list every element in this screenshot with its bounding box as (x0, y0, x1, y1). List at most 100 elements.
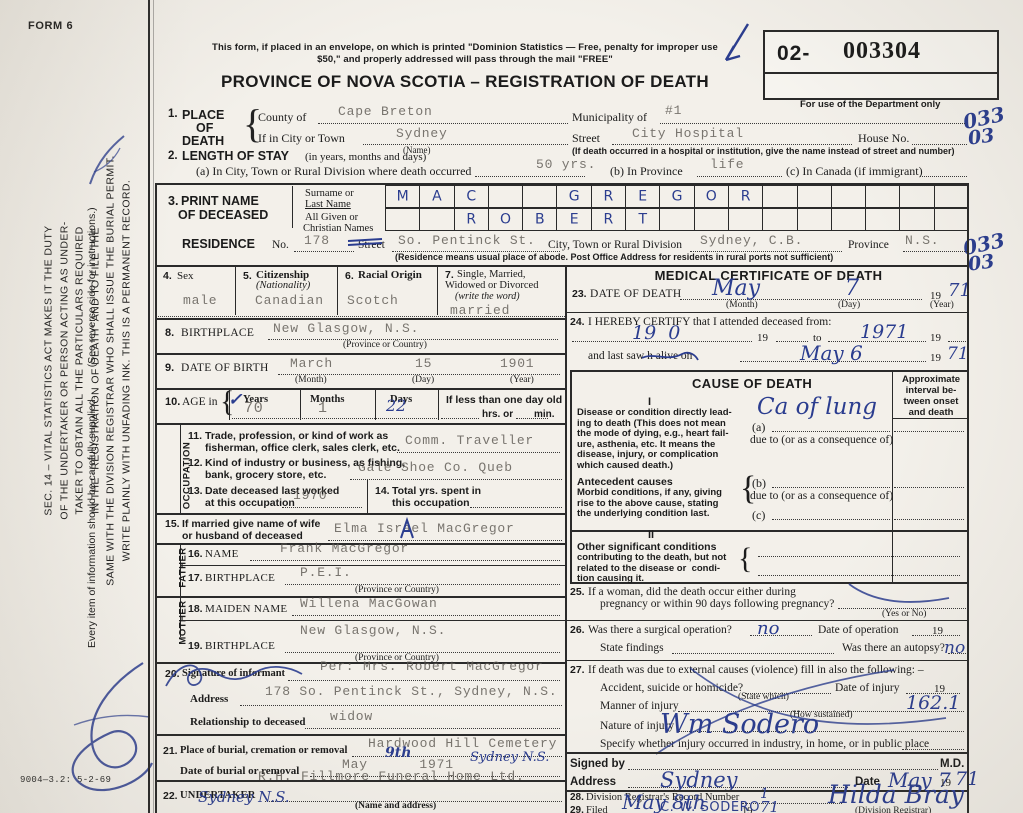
given-name-cell-14[interactable] (866, 209, 901, 230)
given-name-cell-2[interactable]: R (455, 209, 489, 230)
surname-cell-9[interactable]: O (695, 186, 729, 207)
section25-label-2: pregnancy or within 90 days following pr… (600, 598, 835, 610)
section23-year-prefix: 19 (930, 290, 941, 302)
given-name-cell-11[interactable] (763, 209, 798, 230)
given-name-cell-15[interactable] (900, 209, 935, 230)
given-label-2: Christian Names (303, 223, 374, 234)
section18-label: MAIDEN NAME (205, 603, 288, 615)
strikethrough-mark (347, 238, 383, 246)
section12-value: Gale Shoe Co. Queb (358, 460, 513, 475)
section20-address-value: 178 So. Pentinck St., Sydney, N.S. (265, 684, 558, 699)
surname-cell-16[interactable] (935, 186, 968, 207)
surname-cell-10[interactable]: R (729, 186, 764, 207)
section28-label: Division Registrar's Record Number (586, 792, 740, 803)
given-name-cell-8[interactable] (660, 209, 695, 230)
section2c-label: (c) In Canada (if immigrant) (786, 164, 923, 178)
section20-number: 20. (165, 668, 180, 680)
residence-street-value: So. Pentinck St. (398, 233, 536, 248)
surname-char: A (432, 188, 442, 205)
surname-cell-6[interactable]: R (592, 186, 627, 207)
surname-cell-5[interactable]: G (557, 186, 592, 207)
given-name-cell-16[interactable] (935, 209, 968, 230)
surname-cell-4[interactable] (523, 186, 558, 207)
section10-number: 10. (165, 396, 181, 408)
section15-label-2: or husband of deceased (182, 530, 303, 542)
section23-month: May (712, 276, 761, 301)
given-name-char: E (569, 211, 579, 228)
given-name-cell-7[interactable]: T (626, 209, 661, 230)
rule-section3-top (155, 183, 967, 185)
interval-heading: Approximate interval be- tween onset and… (901, 374, 961, 418)
surname-cell-7[interactable]: E (626, 186, 661, 207)
given-name-cell-4[interactable]: B (523, 209, 558, 230)
section20-relationship-value: widow (330, 709, 374, 724)
age-min-label: min. (534, 409, 555, 420)
section13-label-2: at this occupation (205, 497, 295, 509)
given-name-cell-3[interactable]: O (489, 209, 524, 230)
given-name-cell-1[interactable] (420, 209, 455, 230)
section24-from-value: 19 0 (632, 322, 681, 344)
surname-cell-13[interactable] (832, 186, 867, 207)
section24-to-year-prefix: 19 (930, 332, 941, 344)
section24-last-saw-value: May 6 (800, 341, 863, 365)
surname-cell-0[interactable]: M (386, 186, 421, 207)
medical-date-label: Date (855, 776, 880, 788)
section3-label-2: OF DECEASED (178, 208, 269, 222)
section11-label-2: fisherman, office clerk, sales clerk, et… (205, 442, 400, 454)
section24-number: 24. (570, 316, 585, 328)
section20-signature-value: Per: Mrs. Robert MacGregor (320, 659, 544, 674)
surname-cell-12[interactable] (798, 186, 832, 207)
section21-number: 21. (163, 745, 178, 757)
section26-value: no (757, 618, 780, 639)
given-name-cell-0[interactable] (386, 209, 421, 230)
surname-cell-8[interactable]: G (660, 186, 695, 207)
given-name-cell-13[interactable] (832, 209, 867, 230)
surname-cell-11[interactable] (763, 186, 798, 207)
cause-due-to-2: due to (or as a consequence of) (750, 490, 894, 502)
residence-street-label: Street (358, 239, 385, 251)
section24-last-saw-year-prefix: 19 (930, 352, 941, 364)
section24-to-value: 1971 (860, 321, 909, 343)
rule-section4-top (155, 265, 967, 267)
section2b-label: (b) In Province (610, 164, 683, 178)
section6-value: Scotch (347, 293, 399, 308)
surname-char: G (568, 188, 580, 205)
given-name-cell-10[interactable] (729, 209, 764, 230)
section19-value: New Glasgow, N.S. (300, 623, 447, 638)
section26-autopsy-value: no (944, 638, 966, 658)
section20-address-label: Address (190, 693, 229, 705)
city-label: If in City or Town (258, 131, 345, 145)
section8-label: BIRTHPLACE (181, 327, 255, 339)
given-name-cell-5[interactable]: E (557, 209, 592, 230)
surname-cell-2[interactable]: C (455, 186, 489, 207)
section28-value: 1 (760, 786, 769, 802)
surname-cell-1[interactable]: A (420, 186, 455, 207)
section26-autopsy-label: Was there an autopsy? (842, 642, 945, 654)
surname-cell-3[interactable] (489, 186, 524, 207)
part2-brace: { (738, 542, 753, 575)
street-label: Street (572, 131, 600, 145)
ink-correction-mark (400, 516, 414, 539)
section4-label: Sex (177, 270, 194, 282)
age-hrs-label: hrs. or (482, 409, 514, 420)
given-name-cell-6[interactable]: R (592, 209, 627, 230)
section1-number: 1. (168, 108, 178, 120)
section9-label: DATE OF BIRTH (181, 362, 269, 374)
section3-number: 3. (168, 194, 179, 208)
city-sublabel: (Name) (403, 145, 431, 155)
mailing-notice: This form, if placed in an envelope, on … (212, 42, 718, 65)
section25-label-1: If a woman, did the death occur either d… (588, 586, 796, 598)
section21-date-label: Date of burial or removal (180, 765, 300, 777)
section1-label-2: OF (196, 121, 214, 135)
section7-sublabel: (write the word) (455, 291, 520, 302)
given-name-char: R (603, 211, 614, 228)
residence-no-value: 178 (304, 233, 330, 248)
surname-cell-14[interactable] (866, 186, 901, 207)
surname-cell-15[interactable] (900, 186, 935, 207)
place-brace: { (243, 101, 263, 146)
given-name-cell-12[interactable] (798, 209, 832, 230)
section4-value: male (183, 293, 218, 308)
given-name-cell-9[interactable] (695, 209, 729, 230)
